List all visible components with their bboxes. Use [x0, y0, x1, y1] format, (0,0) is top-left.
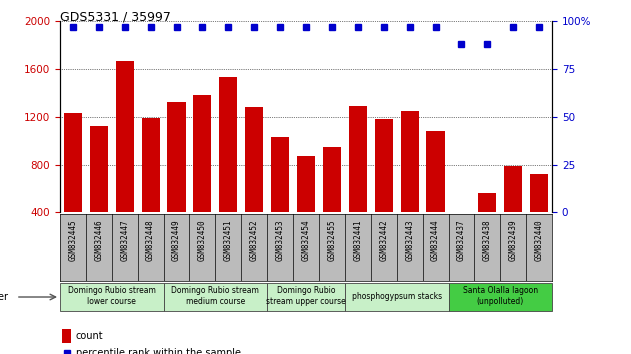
Text: Domingo Rubio stream
lower course: Domingo Rubio stream lower course [68, 286, 156, 307]
Text: Santa Olalla lagoon
(unpolluted): Santa Olalla lagoon (unpolluted) [463, 286, 538, 307]
Text: GSM832449: GSM832449 [172, 219, 181, 261]
Text: GSM832438: GSM832438 [483, 219, 492, 261]
Bar [297, 156, 315, 260]
Bar [115, 61, 134, 260]
Bar [193, 95, 211, 260]
Text: GSM832441: GSM832441 [353, 219, 362, 261]
FancyBboxPatch shape [60, 283, 163, 311]
Bar [271, 137, 289, 260]
Bar [64, 113, 82, 260]
Bar [401, 111, 419, 260]
FancyBboxPatch shape [449, 283, 552, 311]
Text: count: count [76, 331, 103, 341]
Text: GSM832453: GSM832453 [276, 219, 285, 261]
Text: GSM832448: GSM832448 [146, 219, 155, 261]
Text: GSM832447: GSM832447 [121, 219, 129, 261]
Text: GSM832437: GSM832437 [457, 219, 466, 261]
FancyBboxPatch shape [163, 283, 267, 311]
Text: GSM832445: GSM832445 [68, 219, 78, 261]
Text: GSM832442: GSM832442 [379, 219, 388, 261]
Text: GSM832443: GSM832443 [405, 219, 414, 261]
Text: Domingo Rubio stream
medium course: Domingo Rubio stream medium course [172, 286, 259, 307]
Bar [219, 78, 237, 260]
Text: GSM832455: GSM832455 [327, 219, 336, 261]
Bar [167, 103, 186, 260]
FancyBboxPatch shape [345, 283, 449, 311]
Text: Domingo Rubio
stream upper course: Domingo Rubio stream upper course [266, 286, 346, 307]
Bar [62, 329, 71, 343]
Bar [323, 147, 341, 260]
Text: GSM832446: GSM832446 [94, 219, 103, 261]
Text: GSM832451: GSM832451 [224, 219, 233, 261]
Bar [245, 107, 263, 260]
Text: GSM832444: GSM832444 [431, 219, 440, 261]
Text: percentile rank within the sample: percentile rank within the sample [76, 348, 240, 354]
Text: GSM832450: GSM832450 [198, 219, 207, 261]
Bar [141, 118, 160, 260]
Text: other: other [0, 292, 8, 302]
Bar [478, 193, 497, 260]
Bar [349, 106, 367, 260]
Bar [90, 126, 108, 260]
Bar [427, 131, 445, 260]
Bar [452, 212, 471, 260]
Bar [375, 119, 393, 260]
Text: GSM832452: GSM832452 [250, 219, 259, 261]
Bar [504, 166, 522, 260]
Text: GSM832439: GSM832439 [509, 219, 518, 261]
Text: GSM832440: GSM832440 [534, 219, 544, 261]
Text: phosphogypsum stacks: phosphogypsum stacks [351, 292, 442, 301]
Text: GSM832454: GSM832454 [302, 219, 310, 261]
Bar [530, 174, 548, 260]
FancyBboxPatch shape [267, 283, 345, 311]
Text: GDS5331 / 35997: GDS5331 / 35997 [60, 11, 171, 24]
